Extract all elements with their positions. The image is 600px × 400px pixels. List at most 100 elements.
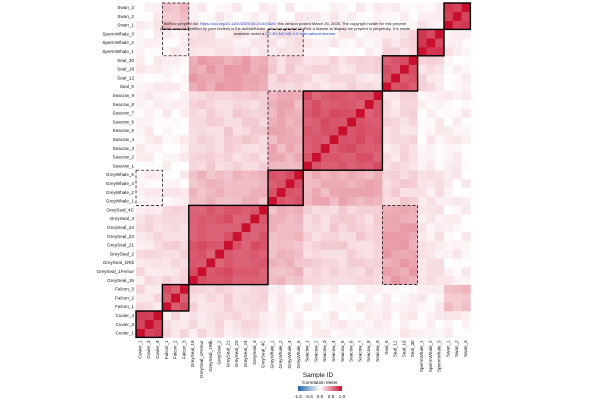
heatmap-cell (232, 143, 242, 153)
column-label: Swan_3 (463, 340, 468, 357)
heatmap-cell (224, 328, 234, 338)
heatmap-cell (400, 205, 410, 215)
heatmap-cell (373, 293, 383, 303)
heatmap-cell (188, 91, 198, 101)
heatmap-cell (268, 284, 278, 294)
heatmap-cell (329, 135, 339, 145)
heatmap-cell (461, 240, 471, 250)
heatmap-cell (356, 55, 366, 65)
heatmap-cell (426, 64, 436, 74)
heatmap-cell (180, 293, 190, 303)
heatmap-cell (444, 55, 454, 65)
heatmap-cell (294, 311, 304, 321)
heatmap-cell (338, 11, 348, 21)
heatmap-cell (259, 302, 269, 312)
heatmap-cell (171, 302, 181, 312)
heatmap-cell (426, 135, 436, 145)
heatmap-cell (224, 64, 234, 74)
heatmap-cell (444, 20, 454, 30)
heatmap-cell (206, 267, 216, 277)
heatmap-cell (338, 55, 348, 65)
heatmap-cell (356, 328, 366, 338)
heatmap-cell (215, 161, 225, 171)
heatmap-cell (329, 258, 339, 268)
heatmap-cell (356, 38, 366, 48)
heatmap-cell (285, 293, 295, 303)
heatmap-cell (408, 135, 418, 145)
heatmap-cell (294, 328, 304, 338)
column-label: Seacow_9 (375, 340, 380, 362)
heatmap-cell (276, 55, 286, 65)
heatmap-cell (303, 170, 313, 180)
heatmap-cell (347, 231, 357, 241)
heatmap-cell (400, 267, 410, 277)
heatmap-cell (153, 249, 163, 259)
heatmap-cell (144, 328, 154, 338)
heatmap-cell (444, 161, 454, 171)
heatmap-cell (188, 29, 198, 39)
heatmap-cell (285, 205, 295, 215)
heatmap-cell (444, 143, 454, 153)
heatmap-cell (153, 240, 163, 250)
heatmap-cell (364, 249, 374, 259)
heatmap-cell (400, 249, 410, 259)
heatmap-cell (320, 293, 330, 303)
heatmap-cell (444, 223, 454, 233)
heatmap-cell (435, 275, 445, 285)
heatmap-cell (320, 258, 330, 268)
heatmap-cell (338, 293, 348, 303)
heatmap-cell (373, 47, 383, 57)
heatmap-cell (268, 231, 278, 241)
heatmap-cell (144, 258, 154, 268)
heatmap-cell (232, 3, 242, 13)
heatmap-cell (259, 82, 269, 92)
heatmap-cell (197, 20, 207, 30)
heatmap-cell (268, 20, 278, 30)
heatmap-cell (400, 187, 410, 197)
row-label: Seacow_4 (113, 137, 135, 142)
heatmap-cell (435, 11, 445, 21)
doi-link[interactable]: https://doi.org/10.1101/2025.03.24.64382… (200, 21, 276, 26)
heatmap-cell (180, 108, 190, 118)
heatmap-cell (461, 55, 471, 65)
heatmap-cell (162, 223, 172, 233)
heatmap-cell (276, 311, 286, 321)
heatmap-cell (268, 73, 278, 83)
heatmap-cell (426, 29, 436, 39)
heatmap-cell (232, 231, 242, 241)
heatmap-cell (364, 258, 374, 268)
heatmap-cell (312, 258, 322, 268)
heatmap-cell (285, 302, 295, 312)
heatmap-cell (197, 47, 207, 57)
heatmap-cell (241, 311, 251, 321)
heatmap-cell (215, 170, 225, 180)
heatmap-cell (144, 284, 154, 294)
heatmap-cell (188, 284, 198, 294)
heatmap-cell (364, 187, 374, 197)
heatmap-cell (329, 319, 339, 329)
license-link[interactable]: CC-BY-NC-ND 4.0 International license (265, 31, 336, 36)
heatmap-cell (136, 64, 146, 74)
heatmap-cell (285, 73, 295, 83)
row-label: Seacow_8 (113, 102, 135, 107)
heatmap-cell (461, 284, 471, 294)
heatmap-cell (285, 20, 295, 30)
heatmap-cell (338, 161, 348, 171)
heatmap-cell (356, 293, 366, 303)
heatmap-cell (136, 187, 146, 197)
heatmap-cell (285, 11, 295, 21)
heatmap-cell (338, 275, 348, 285)
heatmap-cell (285, 231, 295, 241)
heatmap-cell (268, 3, 278, 13)
heatmap-cell (347, 99, 357, 109)
heatmap-cell (294, 20, 304, 30)
heatmap-cell (347, 135, 357, 145)
heatmap-cell (382, 179, 392, 189)
heatmap-cell (162, 20, 172, 30)
heatmap-cell (259, 64, 269, 74)
heatmap-cell (391, 99, 401, 109)
heatmap-cell (144, 20, 154, 30)
heatmap-cell (232, 55, 242, 65)
heatmap-cell (364, 73, 374, 83)
heatmap-cell (224, 11, 234, 21)
